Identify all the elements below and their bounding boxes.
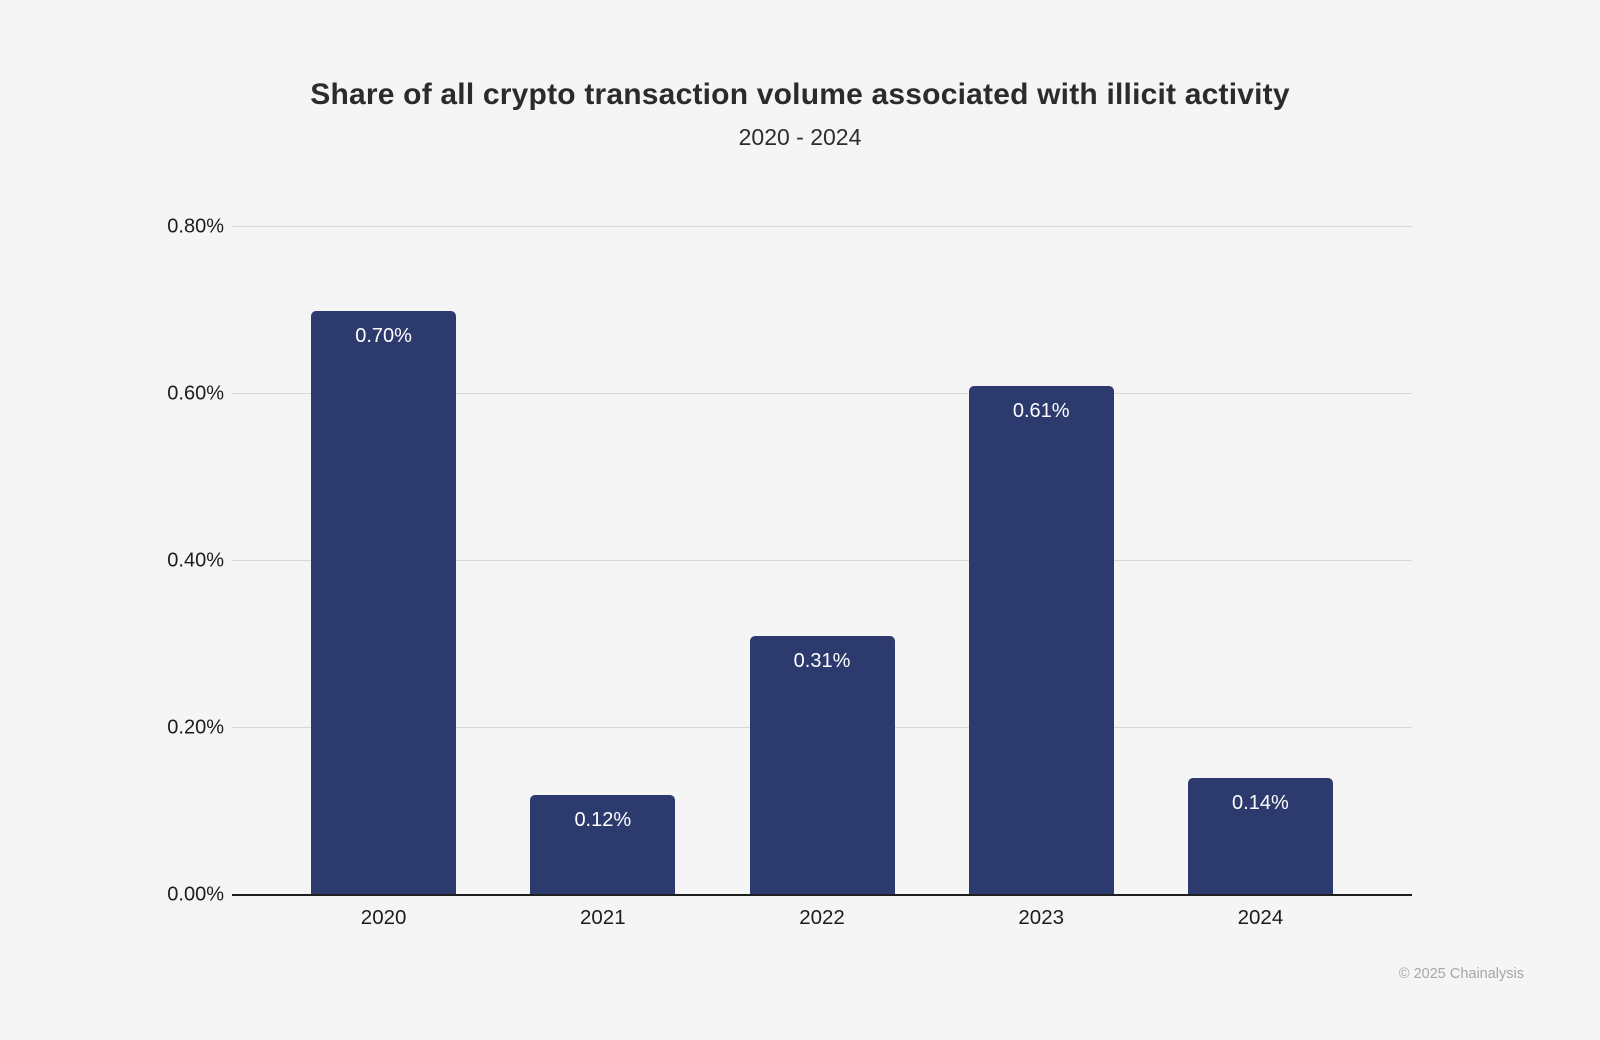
gridline-0.40% (232, 560, 1412, 561)
bar-slot-2020: 0.70% (274, 227, 493, 895)
gridline-0.80% (232, 226, 1412, 227)
gridline-0.60% (232, 393, 1412, 394)
bar-value-label-2024: 0.14% (1232, 792, 1289, 815)
x-tick-label-2022: 2022 (799, 906, 845, 929)
bar-value-label-2023: 0.61% (1012, 399, 1070, 422)
y-tick-label-0.80%: 0.80% (167, 215, 224, 238)
y-tick-label-0.00%: 0.00% (167, 883, 224, 906)
bar-2023: 0.61% (968, 385, 1114, 895)
bar-slot-2022: 0.31% (712, 227, 931, 895)
x-tick-label-2023: 2023 (1018, 906, 1065, 929)
chart-title: Share of all crypto transaction volume a… (310, 78, 1290, 111)
bar-2021: 0.12% (530, 794, 676, 895)
bar-2022: 0.31% (749, 636, 895, 895)
bars: 0.70% 0.12% 0.31% 0.61% 0.14% (274, 227, 1370, 895)
chart-subtitle: 2020 - 2024 (738, 124, 862, 150)
x-tick-label-2024: 2024 (1237, 906, 1284, 929)
bar-slot-2021: 0.12% (493, 227, 712, 895)
bar-2020: 0.70% (311, 310, 457, 895)
x-tick-label-2020: 2020 (360, 906, 407, 929)
bar-slot-2024: 0.14% (1151, 227, 1370, 895)
bar-slot-2023: 0.61% (932, 227, 1151, 895)
bar-2024: 0.14% (1187, 778, 1333, 895)
y-tick-label-0.20%: 0.20% (167, 716, 224, 739)
y-tick-label-0.40%: 0.40% (167, 549, 224, 572)
copyright-credit: © 2025 Chainalysis (1398, 966, 1524, 982)
x-axis-labels: 2020 2021 2022 2023 2024 (274, 906, 1370, 930)
plot-area: 0.70% 0.12% 0.31% 0.61% 0.14% (232, 226, 1412, 896)
bar-value-label-2022: 0.31% (793, 650, 851, 673)
x-axis-baseline (232, 894, 1412, 896)
bar-value-label-2020: 0.70% (355, 324, 412, 347)
bar-value-label-2021: 0.12% (574, 808, 632, 831)
y-tick-label-0.60%: 0.60% (167, 382, 224, 405)
x-tick-label-2021: 2021 (580, 906, 626, 929)
y-axis-labels: 0.00% 0.20% 0.40% 0.60% 0.80% (140, 216, 224, 906)
